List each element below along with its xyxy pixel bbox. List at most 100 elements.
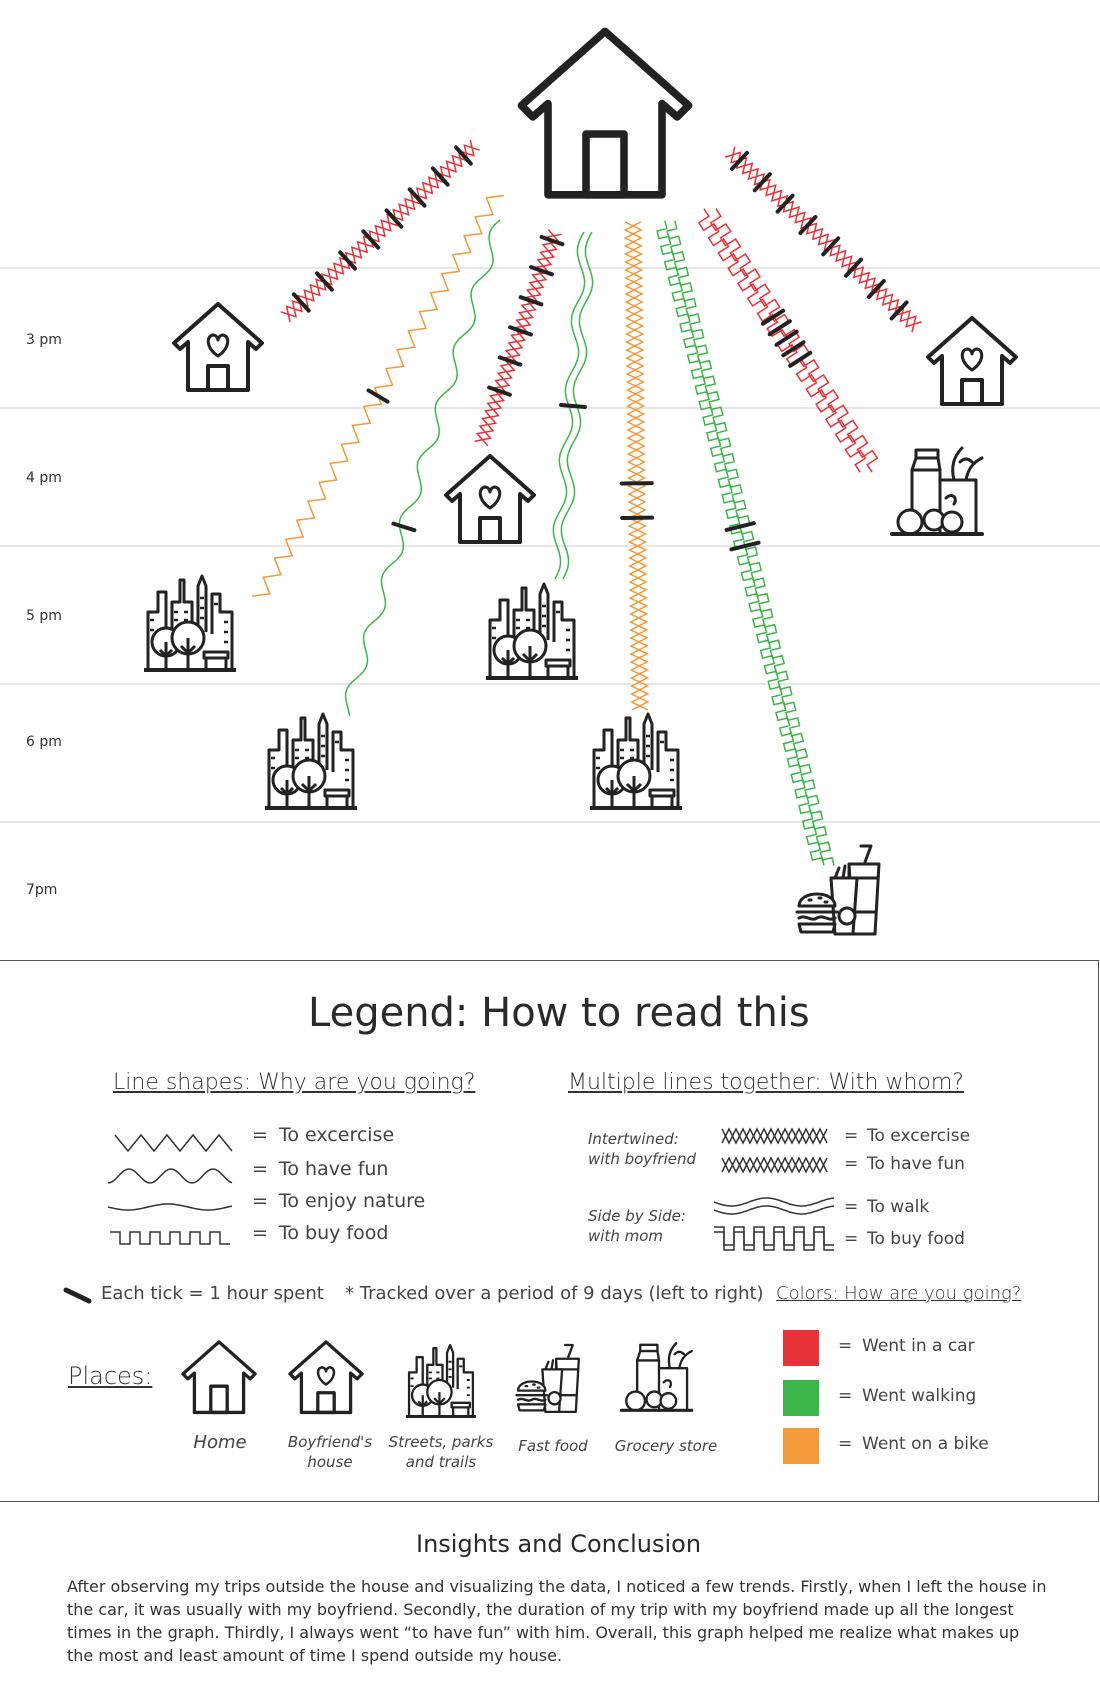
- hour-tick: [788, 350, 813, 368]
- legend-box: [0, 960, 1099, 1502]
- hour-tick: [752, 172, 772, 193]
- places-heading: Places:: [68, 1362, 153, 1390]
- intertwined-sub: with boyfriend: [588, 1150, 697, 1168]
- city-park-icon: [484, 582, 580, 680]
- time-label: 4 pm: [26, 470, 62, 486]
- home-icon: [521, 31, 688, 194]
- intertwined-item-fun: To have fun: [867, 1154, 965, 1174]
- equals-sign: =: [838, 1386, 853, 1406]
- legend-item-nature: To enjoy nature: [279, 1190, 426, 1212]
- hour-tick: [774, 329, 799, 347]
- trip-line: [709, 208, 879, 473]
- hour-tick: [729, 540, 761, 552]
- time-label: 5 pm: [26, 608, 62, 624]
- legend-title: Legend: How to read this: [308, 990, 810, 1036]
- trip-line: [656, 220, 825, 866]
- side-item-walk: To walk: [867, 1197, 930, 1217]
- hour-tick: [384, 208, 404, 229]
- equals-sign: =: [252, 1190, 268, 1212]
- hour-tick: [529, 265, 554, 277]
- hour-tick: [781, 340, 806, 358]
- side-by-side-sub: with mom: [588, 1227, 663, 1245]
- trip-line: [285, 144, 480, 323]
- trip-line: [623, 221, 650, 711]
- fast-food-icon: [795, 844, 881, 936]
- place-label-boyfriend: Boyfriend's house: [287, 1433, 373, 1471]
- grocery-store-icon: [890, 446, 984, 536]
- color-swatch-walking: [783, 1380, 819, 1416]
- legend-item-exercise: To excercise: [279, 1124, 395, 1146]
- hour-tick: [866, 279, 886, 300]
- legend-item-fun: To have fun: [279, 1158, 389, 1180]
- color-label-bike: Went on a bike: [862, 1434, 989, 1454]
- hour-tick: [407, 187, 427, 208]
- insights-title: Insights and Conclusion: [416, 1530, 702, 1558]
- hour-tick: [821, 236, 841, 257]
- hour-tick: [497, 355, 523, 367]
- boyfriend-house-icon: [444, 454, 536, 544]
- equals-sign: =: [844, 1229, 859, 1249]
- hour-tick: [843, 257, 864, 278]
- hour-tick: [508, 325, 533, 337]
- equals-sign: =: [844, 1197, 859, 1217]
- time-label: 7pm: [26, 882, 58, 898]
- trip-visualization: [0, 0, 1100, 936]
- hour-tick: [338, 250, 358, 271]
- hour-tick: [487, 385, 512, 397]
- time-label: 3 pm: [26, 332, 62, 348]
- legend-item-food: To buy food: [279, 1222, 389, 1244]
- hour-grid: [0, 267, 1100, 823]
- city-park-icon: [263, 712, 359, 810]
- side-item-food: To buy food: [867, 1229, 965, 1249]
- trip-line: [280, 139, 475, 318]
- hour-tick: [430, 166, 450, 187]
- hour-tick: [798, 214, 818, 236]
- side-by-side-label: Side by Side:: [588, 1207, 686, 1225]
- hour-tick: [767, 319, 792, 337]
- trip-line: [344, 219, 501, 716]
- place-label-grocery: Grocery store: [614, 1437, 718, 1455]
- hour-tick: [729, 150, 750, 171]
- equals-sign: =: [252, 1124, 268, 1146]
- place-label-parks: Streets, parks and trails: [388, 1433, 494, 1471]
- line-shapes-heading: Line shapes: Why are you going?: [113, 1070, 476, 1095]
- equals-sign: =: [838, 1336, 853, 1356]
- hour-tick: [559, 402, 587, 410]
- color-swatch-bike: [783, 1428, 819, 1464]
- color-label-car: Went in a car: [862, 1336, 975, 1356]
- hour-tick: [775, 193, 795, 214]
- city-park-icon: [588, 712, 684, 810]
- hour-tick: [361, 229, 381, 250]
- hour-tick: [315, 271, 334, 292]
- tracked-note: * Tracked over a period of 9 days (left …: [345, 1283, 764, 1304]
- equals-sign: =: [252, 1158, 268, 1180]
- boyfriend-house-icon: [926, 316, 1018, 406]
- hour-tick: [889, 300, 909, 321]
- hour-tick: [724, 521, 756, 532]
- trip-line: [475, 233, 562, 447]
- boyfriend-house-icon: [172, 302, 264, 392]
- color-swatch-car: [783, 1330, 819, 1366]
- hour-tick: [291, 292, 311, 313]
- equals-sign: =: [838, 1434, 853, 1454]
- hour-tick: [391, 521, 417, 533]
- trip-lines: [252, 139, 922, 866]
- tick-note: Each tick = 1 hour spent: [101, 1283, 324, 1304]
- multiple-lines-heading: Multiple lines together: With whom?: [568, 1070, 964, 1095]
- intertwined-label: Intertwined:: [588, 1130, 679, 1148]
- place-label-fast-food: Fast food: [518, 1437, 588, 1455]
- color-label-walking: Went walking: [862, 1386, 977, 1406]
- insights-body: After observing my trips outside the hou…: [67, 1577, 1047, 1665]
- place-label-home: Home: [193, 1432, 247, 1453]
- hour-tick: [366, 388, 390, 404]
- hour-tick: [518, 295, 544, 307]
- colors-heading: Colors: How are you going?: [776, 1283, 1022, 1304]
- hour-tick: [539, 234, 565, 247]
- equals-sign: =: [844, 1154, 859, 1174]
- trip-line: [474, 229, 561, 442]
- intertwined-item-exercise: To excercise: [867, 1126, 971, 1146]
- city-park-icon: [142, 574, 238, 672]
- equals-sign: =: [844, 1126, 859, 1146]
- time-label: 6 pm: [26, 734, 62, 750]
- equals-sign: =: [252, 1222, 268, 1244]
